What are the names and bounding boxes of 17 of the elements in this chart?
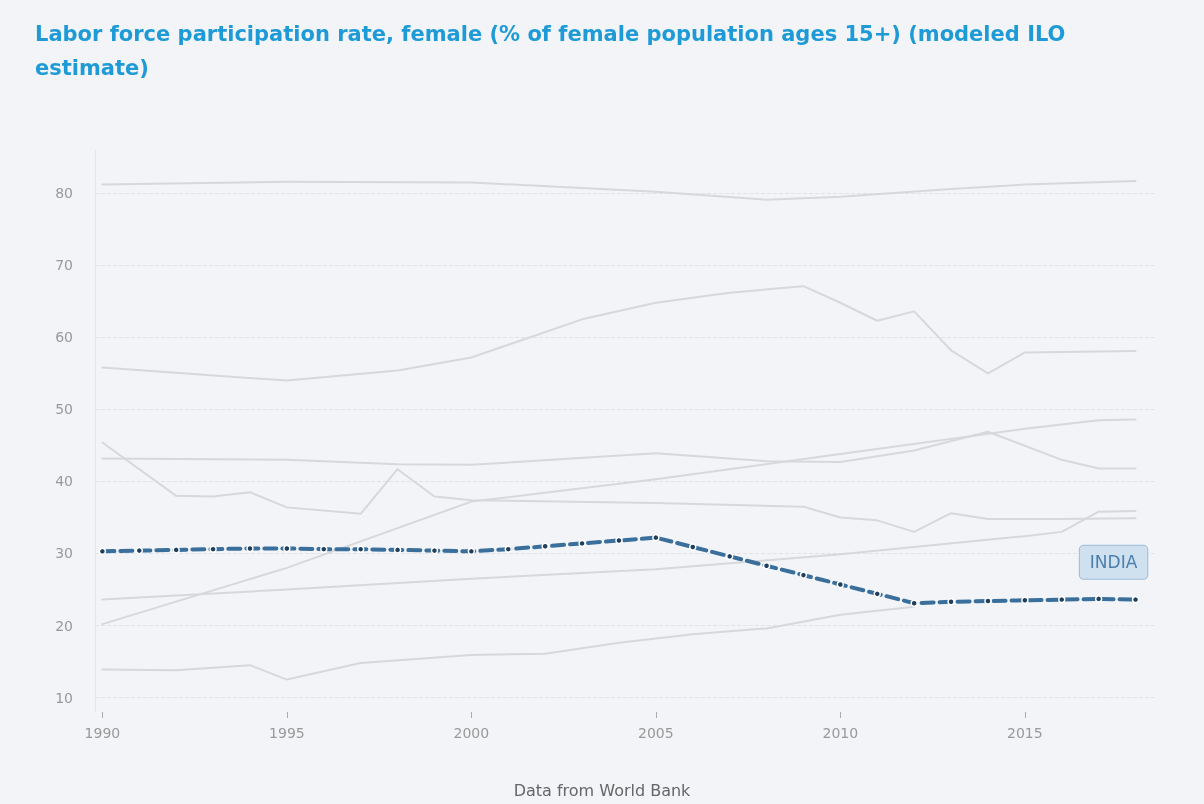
x-tick-label: 2000 <box>453 725 490 741</box>
y-tick-label: 50 <box>55 401 73 418</box>
y-tick-label: 60 <box>55 329 73 346</box>
y-tick-label: 30 <box>55 545 73 562</box>
text: Data from World Bank <box>513 780 692 800</box>
y-tick-label: 70 <box>55 257 73 274</box>
chart-title: Labor force participation rate, female (% of female population ages 15+) (modeled ILO estimate) <box>35 22 1073 80</box>
series-label: INDIA <box>1089 552 1138 573</box>
y-tick-label: 40 <box>55 473 73 490</box>
x-tick-label: 2015 <box>1007 725 1043 741</box>
y-tick-label: 80 <box>55 185 73 202</box>
x-tick-label: 2005 <box>638 725 674 741</box>
x-tick-label: 1995 <box>269 725 305 741</box>
y-tick-label: 10 <box>55 689 73 706</box>
y-tick-label: 20 <box>55 617 73 634</box>
x-tick-label: 1990 <box>84 725 121 741</box>
x-tick-label: 2010 <box>822 725 859 741</box>
